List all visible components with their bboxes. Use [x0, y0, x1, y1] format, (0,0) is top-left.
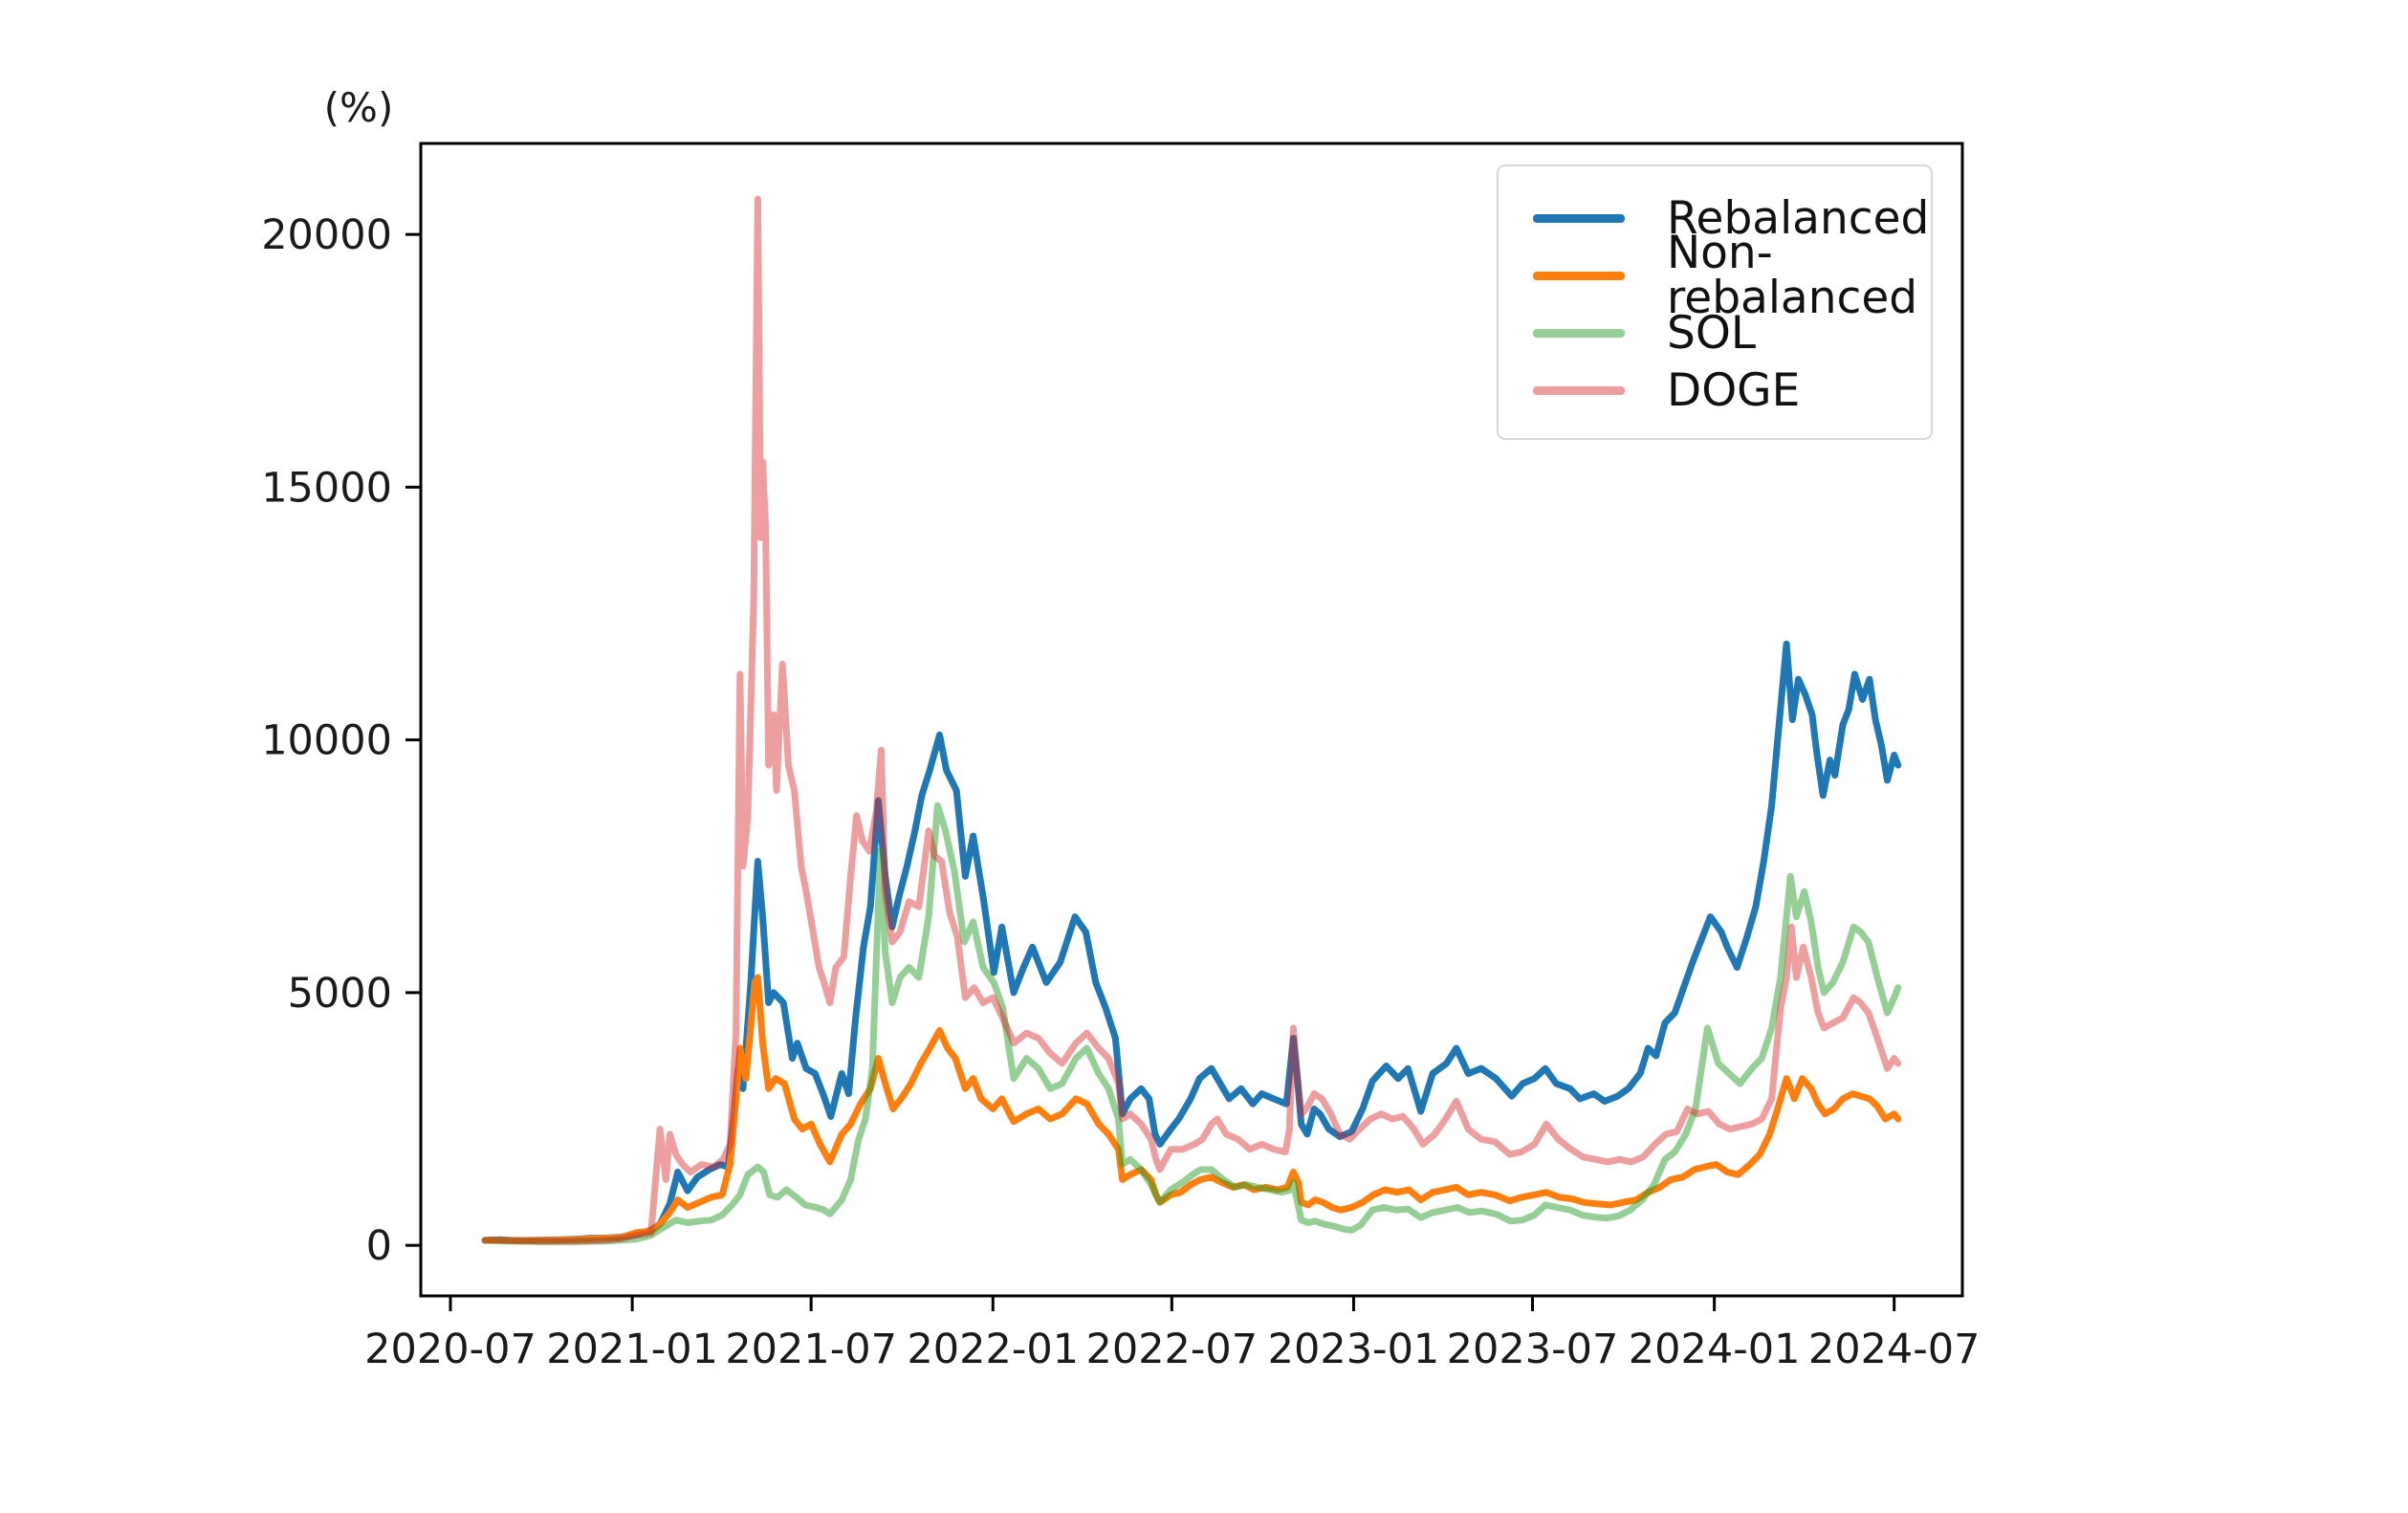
plot-border	[419, 142, 1964, 1298]
legend-swatch	[1533, 271, 1625, 280]
legend-item-doge: DOGE	[1533, 362, 1931, 418]
legend: Rebalanced Non-rebalanced SOL DOGE	[1497, 164, 1933, 440]
legend-label: DOGE	[1667, 363, 1801, 417]
series-line-rebalanced	[481, 640, 1902, 1244]
legend-item-sol: SOL	[1533, 305, 1931, 361]
x-tick-label: 2021-01	[546, 1326, 718, 1373]
legend-swatch	[1533, 213, 1625, 223]
x-tick-label: 2022-07	[1085, 1326, 1258, 1373]
x-tick-label: 2023-07	[1447, 1326, 1619, 1373]
x-tick-label: 2024-01	[1629, 1326, 1801, 1373]
legend-label: Rebalanced	[1667, 191, 1930, 245]
y-tick-label: 20000	[261, 211, 392, 259]
legend-swatch	[1533, 385, 1625, 395]
legend-label: Non-rebalanced	[1667, 227, 1918, 324]
x-tick-label: 2024-07	[1808, 1326, 1981, 1373]
legend-swatch	[1533, 328, 1625, 338]
x-tick-label: 2020-07	[364, 1326, 536, 1373]
series-line-non-rebalanced	[481, 974, 1902, 1244]
legend-item-rebalanced: Rebalanced	[1533, 190, 1931, 246]
x-tick-label: 2023-01	[1268, 1326, 1440, 1373]
series-line-doge	[481, 195, 1902, 1245]
x-tick-label: 2021-07	[725, 1326, 897, 1373]
legend-label: SOL	[1667, 306, 1757, 360]
y-tick-label: 15000	[261, 464, 392, 512]
x-tick-label: 2022-01	[907, 1326, 1079, 1373]
y-tick-label: 0	[366, 1222, 392, 1270]
y-tick-label: 5000	[288, 970, 392, 1018]
legend-item-non-rebalanced: Non-rebalanced	[1533, 230, 1931, 320]
y-tick-label: 10000	[261, 717, 392, 765]
y-axis-unit-label: (%)	[323, 84, 394, 131]
series-line-sol	[481, 801, 1902, 1245]
